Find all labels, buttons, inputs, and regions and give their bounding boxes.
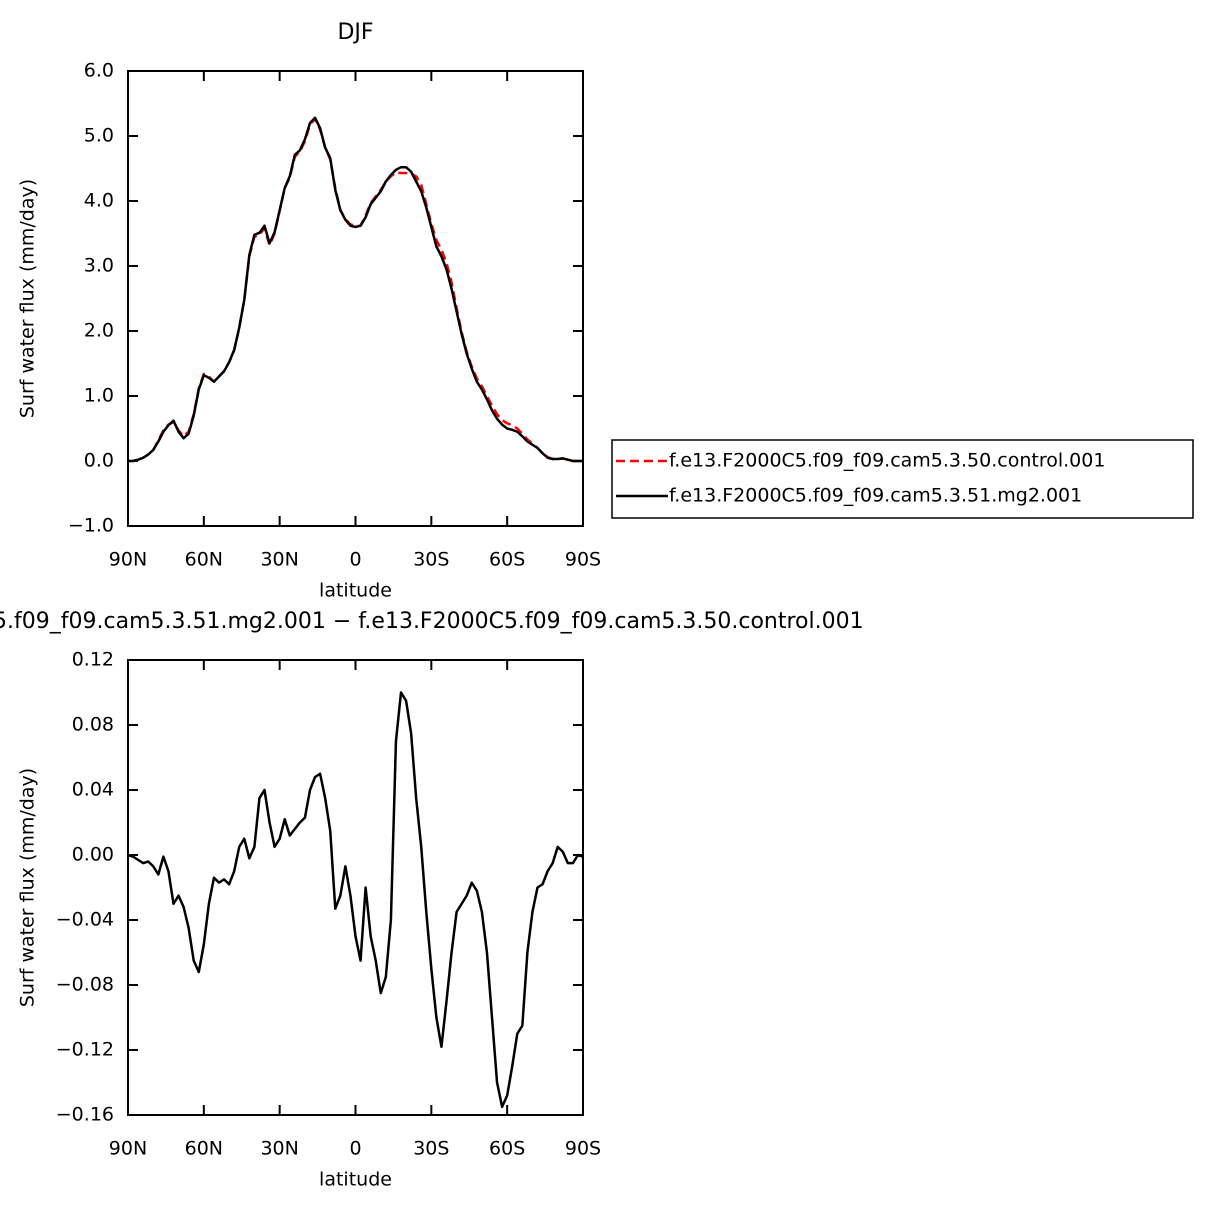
x-tick-label: 90S	[565, 1138, 601, 1160]
plot-frame	[127, 70, 584, 527]
y-axis-label: Surf water flux (mm/day)	[17, 179, 39, 418]
y-tick-label: −1.0	[68, 515, 114, 537]
plot-frame	[127, 659, 584, 1116]
chart-title: f.e13.F2000C5.f09_f09.cam5.3.51.mg2.001 …	[0, 609, 864, 634]
y-tick-label: 3.0	[84, 255, 114, 277]
legend-label: f.e13.F2000C5.f09_f09.cam5.3.50.control.…	[669, 450, 1105, 472]
x-tick-label: 90S	[565, 549, 601, 571]
chart-title: DJF	[337, 20, 373, 45]
x-tick-label: 60S	[489, 1138, 525, 1160]
y-tick-label: −0.04	[56, 909, 114, 931]
x-tick-label: 30S	[413, 1138, 449, 1160]
y-tick-label: 5.0	[84, 125, 114, 147]
y-axis-label: Surf water flux (mm/day)	[17, 768, 39, 1007]
x-tick-label: 90N	[109, 1138, 147, 1160]
data-line	[127, 691, 584, 1109]
x-tick-label: 0	[349, 1138, 361, 1160]
y-tick-label: −0.12	[56, 1039, 114, 1061]
y-tick-label: 6.0	[84, 60, 114, 82]
y-tick-label: 4.0	[84, 190, 114, 212]
legend-box	[611, 439, 1194, 519]
y-tick-label: 0.04	[72, 779, 114, 801]
y-tick-label: 1.0	[84, 385, 114, 407]
x-tick-label: 90N	[109, 549, 147, 571]
legend-label: f.e13.F2000C5.f09_f09.cam5.3.51.mg2.001	[669, 485, 1082, 507]
x-tick-label: 30S	[413, 549, 449, 571]
y-tick-label: 0.08	[72, 714, 114, 736]
x-tick-label: 60N	[185, 549, 223, 571]
y-tick-label: 0.00	[72, 844, 114, 866]
y-tick-label: −0.16	[56, 1104, 114, 1126]
data-line	[128, 117, 583, 463]
data-line	[128, 116, 583, 463]
x-tick-label: 30N	[260, 1138, 298, 1160]
x-tick-label: 30N	[260, 549, 298, 571]
x-axis-label: latitude	[319, 1169, 392, 1191]
y-tick-label: 2.0	[84, 320, 114, 342]
y-tick-label: 0.12	[72, 649, 114, 671]
x-tick-label: 60S	[489, 549, 525, 571]
x-axis-label: latitude	[319, 580, 392, 602]
y-tick-label: −0.08	[56, 974, 114, 996]
x-tick-label: 0	[349, 549, 361, 571]
x-tick-label: 60N	[185, 1138, 223, 1160]
y-tick-label: 0.0	[84, 450, 114, 472]
